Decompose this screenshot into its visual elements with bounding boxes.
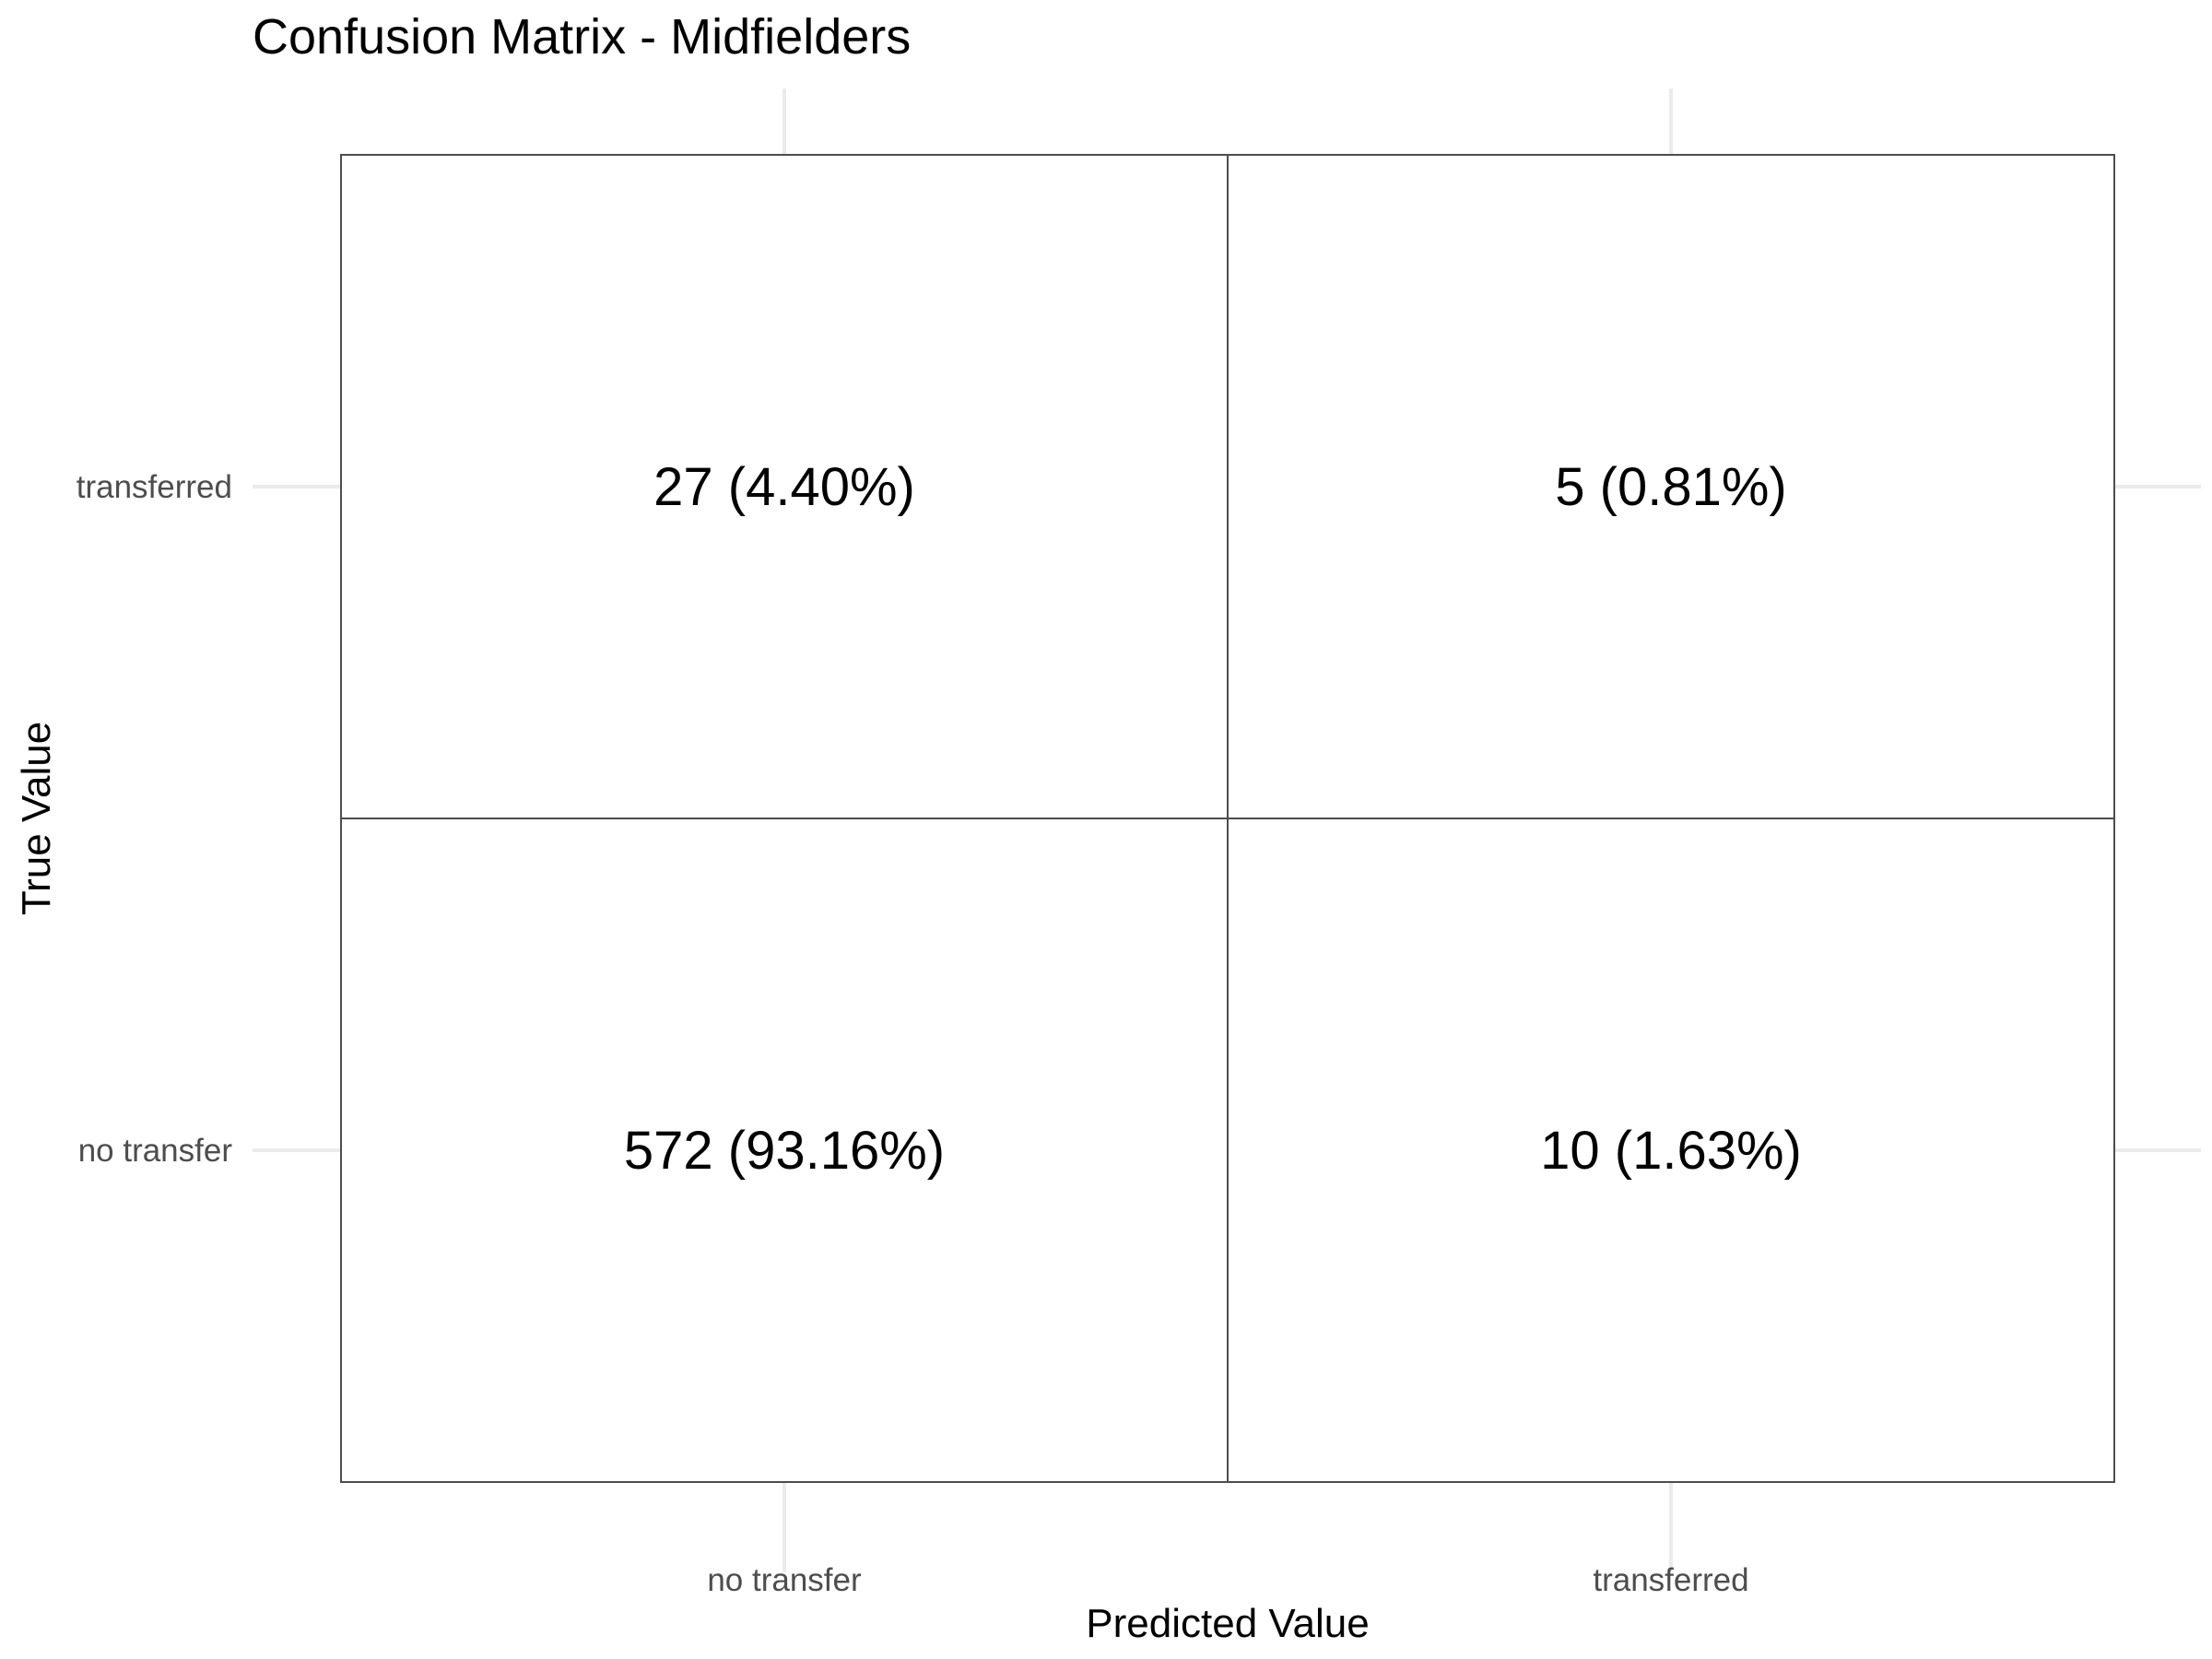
y-axis-title: True Value <box>14 722 59 915</box>
x-axis-title: Predicted Value <box>1086 1601 1369 1646</box>
x-tick-label-no-transfer: no transfer <box>707 1562 862 1598</box>
x-tick-label-transferred: transferred <box>1593 1562 1748 1598</box>
cell-value-label: 10 (1.63%) <box>1540 1121 1802 1181</box>
y-tick-label-no-transfer: no transfer <box>78 1133 233 1169</box>
y-tick-label-transferred: transferred <box>76 469 232 505</box>
cell-value-label: 572 (93.16%) <box>624 1121 945 1181</box>
matrix-cell-true-no-transfer-pred-no-transfer <box>340 818 1229 1483</box>
matrix-cell-true-transferred-pred-no-transfer <box>340 154 1229 819</box>
cell-labels: 27 (4.40%) 5 (0.81%) 572 (93.16%) 10 (1.63%… <box>624 457 1802 1181</box>
cell-value-label: 27 (4.40%) <box>653 457 915 517</box>
cell-value-label: 5 (0.81%) <box>1555 457 1786 517</box>
matrix-cell-true-no-transfer-pred-transferred <box>1227 818 2115 1483</box>
tick-labels: no transfer transferred no transfer transfe… <box>76 469 1749 1598</box>
chart-title: Confusion Matrix - Midfielders <box>253 9 911 65</box>
matrix-cells <box>340 154 2115 1483</box>
